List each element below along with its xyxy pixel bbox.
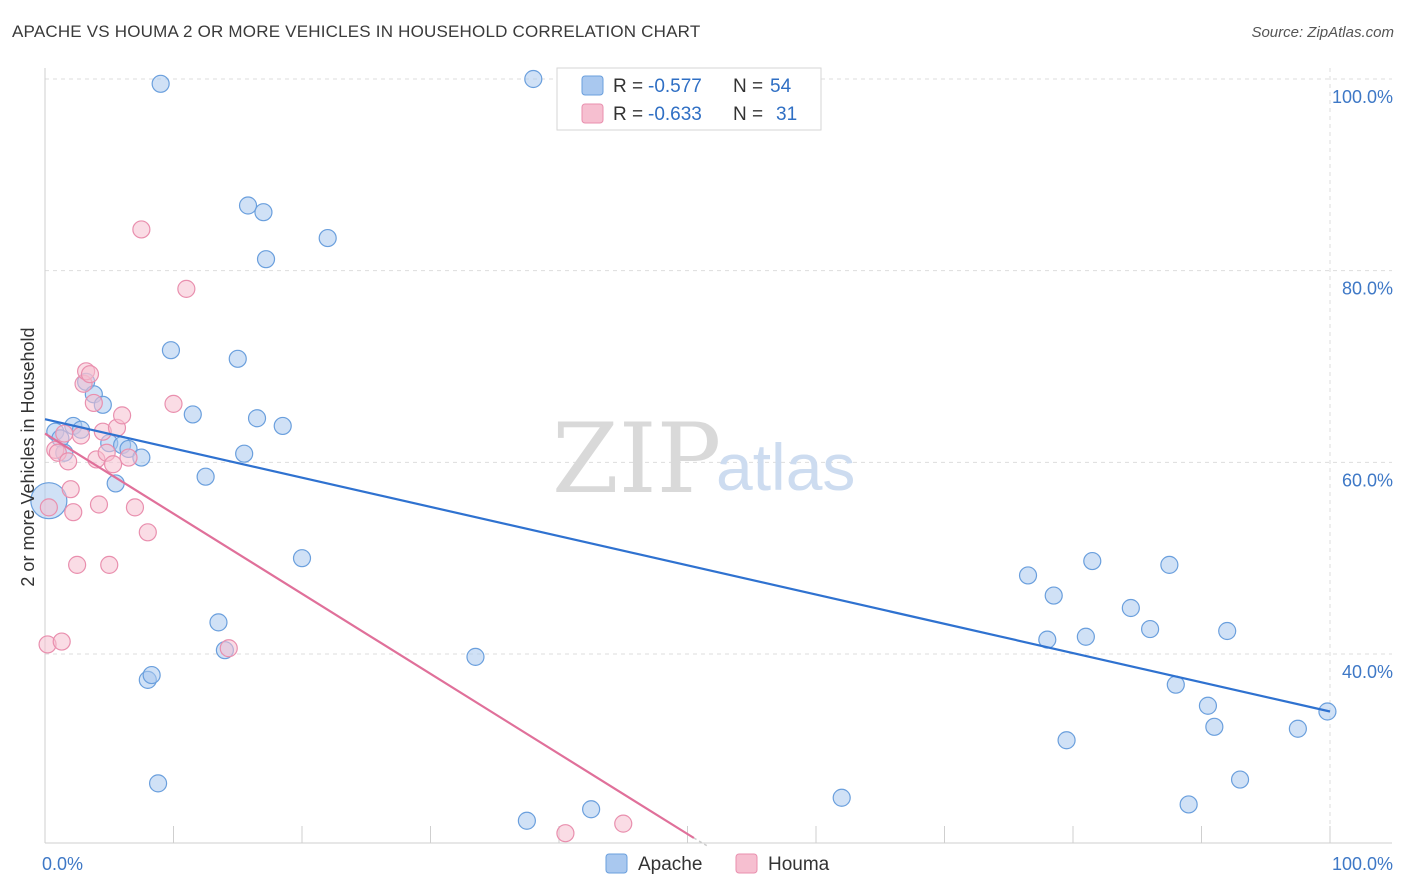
y-tick-label-40: 40.0% bbox=[1342, 662, 1393, 682]
y-tick-label-80: 80.0% bbox=[1342, 279, 1393, 299]
apache-point bbox=[1205, 717, 1224, 736]
houma-point bbox=[164, 394, 183, 413]
houma-point bbox=[89, 495, 109, 514]
apache-point bbox=[1083, 551, 1102, 571]
apache-point bbox=[148, 774, 168, 793]
houma-point bbox=[112, 406, 132, 425]
legend-houma-n-value: 31 bbox=[776, 104, 797, 125]
houma-point bbox=[556, 824, 575, 843]
apache-point bbox=[1044, 586, 1063, 605]
apache-point bbox=[228, 349, 247, 368]
apache-point bbox=[161, 341, 181, 360]
chart-title: APACHE VS HOUMA 2 OR MORE VEHICLES IN HO… bbox=[12, 22, 701, 41]
legend-houma-r-label: R = bbox=[613, 104, 643, 125]
apache-trend-line bbox=[44, 418, 1331, 713]
houma-trend-extension bbox=[693, 837, 708, 847]
apache-point bbox=[1018, 566, 1038, 585]
apache-point bbox=[247, 409, 267, 428]
apache-point bbox=[1230, 770, 1250, 789]
apache-point bbox=[151, 74, 170, 93]
trend-lines bbox=[44, 418, 1331, 847]
legend-houma-swatch bbox=[581, 103, 604, 124]
houma-point bbox=[68, 555, 87, 574]
apache-point bbox=[582, 800, 601, 819]
houma-point bbox=[80, 365, 100, 384]
apache-point bbox=[466, 647, 485, 666]
apache-point bbox=[832, 788, 851, 807]
legend-apache-r-value: -0.577 bbox=[648, 76, 702, 97]
apache-point bbox=[142, 665, 161, 685]
watermark-zip: ZIP bbox=[552, 403, 721, 515]
apache-point bbox=[209, 613, 228, 632]
y-tick-label-60: 60.0% bbox=[1342, 470, 1393, 490]
legend-apache-n-label: N = bbox=[733, 76, 763, 97]
series-legend-apache-swatch bbox=[605, 853, 628, 874]
legend-apache-r-label: R = bbox=[613, 76, 643, 97]
y-tick-label-100: 100.0% bbox=[1332, 87, 1393, 107]
houma-point bbox=[100, 555, 119, 574]
houma-point bbox=[104, 455, 123, 474]
houma-point bbox=[177, 279, 196, 298]
apache-point bbox=[254, 203, 273, 222]
apache-point bbox=[1121, 598, 1140, 618]
apache-point bbox=[256, 250, 276, 269]
houma-point bbox=[614, 814, 633, 833]
apache-point bbox=[1160, 555, 1179, 574]
apache-point bbox=[196, 467, 215, 486]
apache-point bbox=[1057, 731, 1076, 750]
axes bbox=[44, 68, 1392, 844]
houma-point bbox=[125, 498, 145, 517]
houma-point bbox=[39, 498, 58, 517]
legend-apache-n-value: 54 bbox=[770, 76, 792, 97]
apache-point bbox=[1288, 719, 1307, 738]
apache-point bbox=[1140, 619, 1160, 639]
houma-point bbox=[59, 452, 78, 471]
houma-point bbox=[138, 523, 157, 542]
houma-point bbox=[132, 220, 151, 239]
apache-point bbox=[292, 549, 312, 568]
apache-point bbox=[238, 196, 258, 215]
apache-point bbox=[1076, 627, 1095, 646]
houma-point bbox=[52, 632, 71, 651]
correlation-legend: R = -0.577 N = 54 R = -0.633 N = 31 bbox=[556, 67, 822, 131]
source-credit: Source: ZipAtlas.com bbox=[1251, 24, 1394, 41]
legend-houma-r-value: -0.633 bbox=[648, 104, 702, 125]
y-axis-label: 2 or more Vehicles in Household bbox=[18, 327, 38, 586]
houma-point bbox=[64, 503, 83, 522]
x-tick-label-end: 100.0% bbox=[1332, 854, 1393, 874]
legend-apache-swatch bbox=[581, 75, 604, 96]
houma-point bbox=[219, 639, 238, 658]
apache-point bbox=[273, 416, 292, 436]
apache-point bbox=[183, 405, 202, 424]
series-legend-apache-label: Apache bbox=[638, 854, 702, 875]
apache-point bbox=[517, 811, 536, 830]
houma-trend-line bbox=[44, 432, 695, 839]
series-legend-houma-swatch bbox=[735, 853, 758, 874]
apache-point bbox=[1198, 696, 1218, 715]
apache-point bbox=[1218, 621, 1237, 641]
x-tick-label-start: 0.0% bbox=[42, 854, 83, 874]
tick-labels: 40.0% 60.0% 80.0% 100.0% 0.0% 100.0% bbox=[42, 87, 1393, 874]
watermark-atlas: atlas bbox=[716, 430, 855, 504]
houma-point bbox=[119, 448, 138, 467]
houma-points bbox=[38, 220, 633, 843]
series-legend-houma-label: Houma bbox=[768, 854, 830, 875]
apache-point bbox=[235, 444, 254, 463]
houma-point bbox=[61, 480, 80, 499]
legend-houma-n-label: N = bbox=[733, 104, 763, 125]
apache-point bbox=[1179, 795, 1198, 814]
apache-point bbox=[318, 228, 337, 248]
series-legend: Apache Houma bbox=[605, 853, 830, 875]
houma-point bbox=[55, 424, 74, 443]
houma-point bbox=[84, 393, 103, 413]
apache-point bbox=[524, 69, 543, 89]
